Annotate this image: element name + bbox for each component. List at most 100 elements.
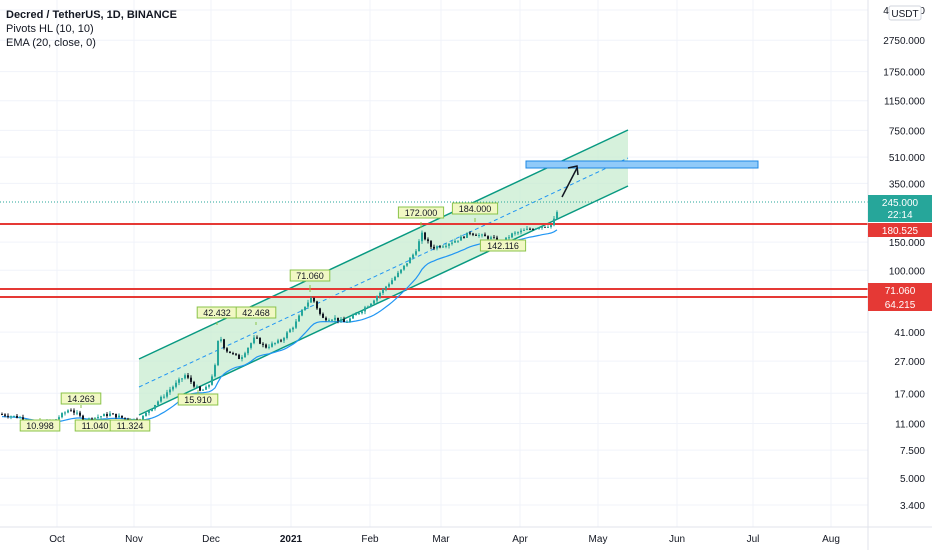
candle-body [466,232,468,238]
pivot-label-box [109,419,151,432]
candle-body [385,286,387,290]
candle-body [166,392,168,397]
candle-body [106,414,108,416]
candle-body [535,228,537,230]
candle-body [10,416,12,418]
candle-body [4,414,6,416]
candle-body [256,337,258,339]
candle-body [427,239,429,242]
candle-body [373,300,375,304]
candle-body [157,401,159,406]
candle-body [229,351,231,354]
candle-body [460,236,462,241]
candle-body [418,241,420,252]
candle-body [1,414,3,416]
candle-body [277,340,279,343]
candle-body [145,412,147,416]
candle-body [424,232,426,240]
candle-body [463,236,465,238]
candle-body [70,410,72,412]
candle-body [316,301,318,309]
pivot-label: 172.000 [405,208,438,218]
candle-body [301,309,303,316]
time-tick-label: May [589,534,608,545]
pivot-label: 142.116 [487,241,519,251]
candle-body [400,269,402,273]
candle-body [379,292,381,297]
candle-body [175,382,177,387]
price-tick-label: 350.000 [889,179,926,190]
candle-body [121,415,123,418]
currency-tag: USDT [891,9,918,20]
candle-body [184,375,186,379]
candle-body [205,386,207,390]
candle-body [67,410,69,413]
price-axis[interactable]: 4250.0002750.0001750.0001150.000750.0005… [883,6,925,512]
candle-body [325,317,327,321]
candle-body [295,321,297,328]
price-tick-label: 7.500 [900,446,925,457]
candle-body [97,416,99,418]
candle-body [556,212,558,219]
candle-body [187,375,189,378]
pivot-label: 15.910 [184,395,212,405]
symbol-title[interactable]: Decred / TetherUS, 1D, BINANCE [6,9,177,21]
candle-body [364,307,366,312]
candle-body [553,218,555,226]
candle-body [349,318,351,322]
pivot-label: 71.060 [296,271,324,281]
candle-body [532,229,534,231]
candle-body [322,313,324,318]
candle-body [151,408,153,412]
indicator-pivots[interactable]: Pivots HL (10, 10) [6,23,94,35]
level-64-label: 64.215 [885,300,916,311]
projection-arrow-shaft [561,167,578,198]
candle-body [241,357,243,359]
level-180-label: 180.525 [882,226,919,237]
candle-body [232,353,234,355]
candle-body [391,280,393,285]
candle-body [148,411,150,413]
candle-body [457,240,459,242]
current-price-label: 245.000 [882,198,919,209]
time-tick-label: Aug [822,534,840,545]
candle-body [286,332,288,338]
candle-body [259,337,261,344]
time-tick-label: 2021 [280,534,303,545]
candle-body [16,415,18,418]
candle-body [247,347,249,354]
indicator-ema[interactable]: EMA (20, close, 0) [6,37,96,49]
price-tick-label: 1750.000 [883,68,925,79]
candle-body [490,237,492,239]
projection-arrow-head [567,165,579,176]
candle-body [223,339,225,349]
candle-body [430,241,432,247]
candle-body [442,246,444,248]
candle-body [475,234,477,236]
currency-tag-box[interactable] [888,5,922,21]
candle-body [289,329,291,333]
candle-body [199,386,201,391]
candle-body [448,243,450,246]
candle-body [550,225,552,227]
candle-body [79,412,81,416]
pivot-label: 42.432 [203,308,231,318]
candle-body [517,232,519,234]
time-axis[interactable]: Oct Nov Dec 2021 Feb Mar Apr May Jun Jul Aug [49,534,840,545]
time-tick-label: Nov [125,534,143,545]
pivot-label: 14.263 [67,394,95,404]
time-tick-label: Jun [669,534,685,545]
candle-body [439,246,441,248]
candle-body [382,289,384,293]
candle-body [487,236,489,239]
candle-body [304,306,306,310]
candle-body [526,228,528,230]
target-zone-box[interactable] [525,160,759,169]
candle-body [280,340,282,342]
pivot-label-box [397,206,445,219]
candle-body [271,343,273,347]
candle-body [265,344,267,348]
time-tick-label: Feb [361,534,379,545]
pivot-label: 10.998 [26,421,54,431]
